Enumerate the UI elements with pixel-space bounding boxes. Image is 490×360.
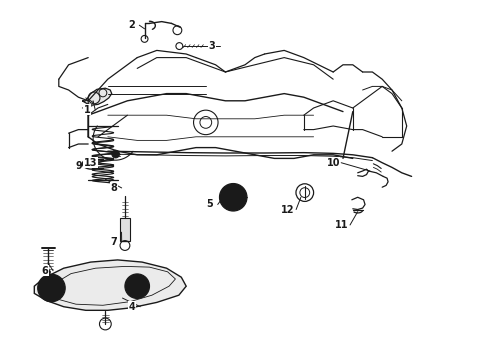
Circle shape bbox=[130, 279, 145, 293]
Text: 1: 1 bbox=[84, 105, 91, 115]
Text: 5: 5 bbox=[206, 199, 213, 210]
Circle shape bbox=[47, 283, 56, 293]
Text: 7: 7 bbox=[110, 237, 117, 247]
Text: 12: 12 bbox=[281, 204, 295, 215]
Circle shape bbox=[46, 270, 50, 275]
Text: 9: 9 bbox=[75, 161, 82, 171]
Polygon shape bbox=[82, 88, 112, 105]
Text: 3: 3 bbox=[208, 41, 215, 51]
Text: 6: 6 bbox=[42, 266, 49, 276]
Circle shape bbox=[112, 150, 120, 158]
Circle shape bbox=[133, 282, 141, 290]
Text: 13: 13 bbox=[84, 158, 98, 168]
Circle shape bbox=[228, 192, 238, 202]
Text: 10: 10 bbox=[326, 158, 340, 168]
Circle shape bbox=[220, 184, 247, 211]
Text: 4: 4 bbox=[129, 302, 136, 312]
Circle shape bbox=[38, 274, 65, 302]
Polygon shape bbox=[34, 260, 186, 310]
Bar bbox=[120, 218, 130, 241]
Circle shape bbox=[125, 274, 149, 298]
Text: 2: 2 bbox=[128, 20, 135, 30]
Text: 11: 11 bbox=[335, 220, 349, 230]
Circle shape bbox=[43, 279, 60, 297]
Text: 8: 8 bbox=[110, 183, 117, 193]
